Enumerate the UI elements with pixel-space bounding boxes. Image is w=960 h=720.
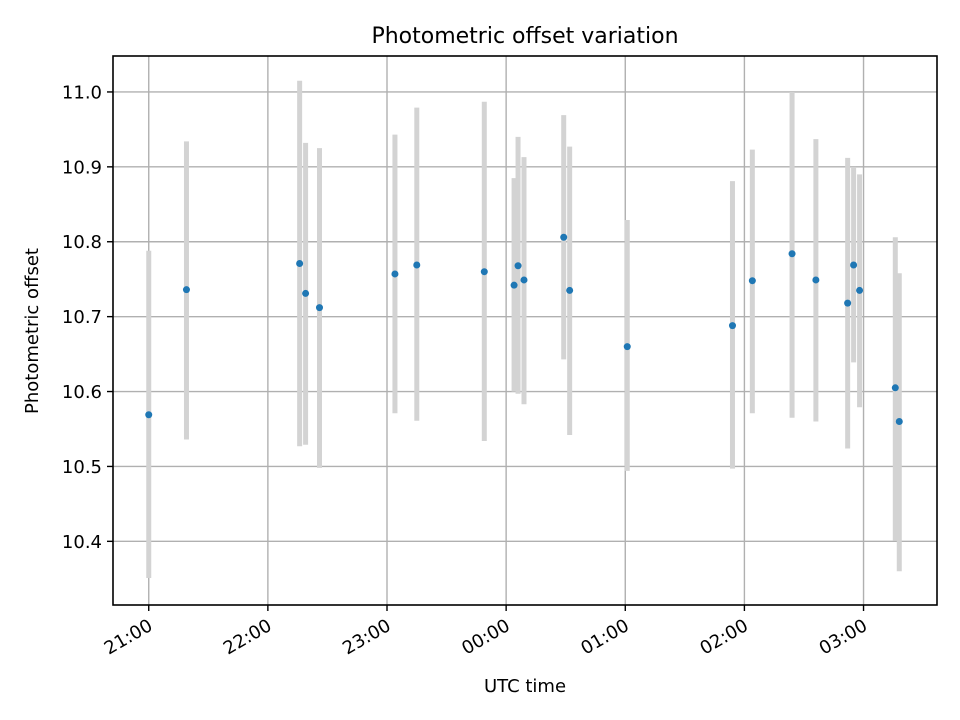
data-point [391,270,399,278]
y-tick-label: 10.5 [62,457,102,478]
data-point [895,418,903,426]
data-point [891,384,899,392]
y-axis-label: Photometric offset [22,248,43,414]
data-point [728,322,736,330]
data-point [413,261,421,269]
data-point [560,233,568,241]
data-point [856,286,864,294]
data-points [145,233,903,426]
y-tick-label: 10.9 [62,157,102,178]
data-point [510,281,518,289]
data-point [748,277,756,285]
x-axis-label: UTC time [484,676,566,697]
y-axis: 10.4 10.5 10.6 10.7 10.8 10.9 11.0 [62,82,113,553]
data-point [302,289,310,297]
y-tick-label: 10.6 [62,382,102,403]
data-point [623,343,631,351]
data-point [788,250,796,258]
data-point [812,276,820,284]
data-point [514,262,522,270]
y-tick-label: 10.4 [62,532,102,553]
chart-title: Photometric offset variation [371,24,678,49]
y-tick-label: 10.7 [62,307,102,328]
data-point [182,286,190,294]
data-point [145,411,153,419]
data-point [850,261,858,269]
data-point [315,304,323,312]
plot-frame [112,55,938,606]
data-point [480,268,488,276]
y-tick-label: 10.8 [62,232,102,253]
data-point [844,299,852,307]
data-point [566,286,574,294]
data-point [296,259,304,267]
y-tick-label: 11.0 [62,82,102,103]
data-point [520,276,528,284]
